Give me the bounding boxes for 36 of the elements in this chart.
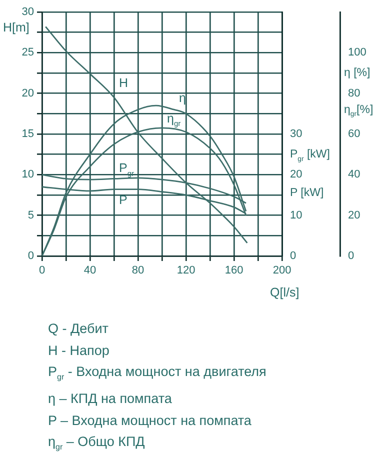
y2-tick-label: 30 [290, 128, 302, 140]
y2-tick-label: 0 [290, 250, 296, 262]
y3-tick-label: 60 [348, 128, 360, 140]
x-tick-label: 200 [272, 264, 292, 277]
y-axis-title: H[m] [3, 20, 30, 34]
text: P – Входна мощност на помпата [48, 412, 252, 430]
y-tick-label: 0 [28, 250, 34, 262]
y2-tick-label: 20 [290, 168, 302, 181]
text: Q - Дебит [48, 320, 110, 338]
series-label: η [179, 91, 186, 106]
series-label: P [119, 192, 128, 207]
series-label: H [119, 76, 128, 90]
y-tick-label: 30 [22, 6, 34, 18]
y3-tick-label: 100 [348, 46, 366, 59]
y-tick-label: 5 [28, 209, 34, 222]
y3-tick-label: 40 [348, 168, 360, 181]
text: P [kW] [290, 187, 324, 200]
x-tick-label: 40 [84, 264, 96, 277]
y2-tick-label: 10 [290, 209, 302, 222]
x-tick-label: 120 [176, 264, 196, 277]
y-tick-label: 20 [22, 87, 34, 100]
text: η – КПД на помпата [48, 390, 173, 408]
y-tick-label: 10 [22, 168, 34, 181]
y3-tick-label: 0 [348, 250, 354, 262]
x-tick-label: 0 [38, 264, 46, 277]
x-tick-label: 160 [224, 264, 244, 277]
y-tick-label: 25 [22, 46, 34, 59]
y3-tick-label: 20 [348, 209, 360, 222]
text: P$_{gr}$ - Входна мощност на двигателя [48, 363, 266, 384]
x-axis-title: Q[l/s] [270, 285, 300, 300]
y-tick-label: 15 [22, 128, 34, 140]
y3-axis-title: η [%] [344, 67, 370, 80]
text: H - Напор [48, 342, 110, 360]
y3-tick-label: 80 [348, 87, 360, 100]
text: η$_{gr}$ – Общо КПД [48, 433, 146, 454]
x-tick-label: 80 [132, 264, 144, 277]
